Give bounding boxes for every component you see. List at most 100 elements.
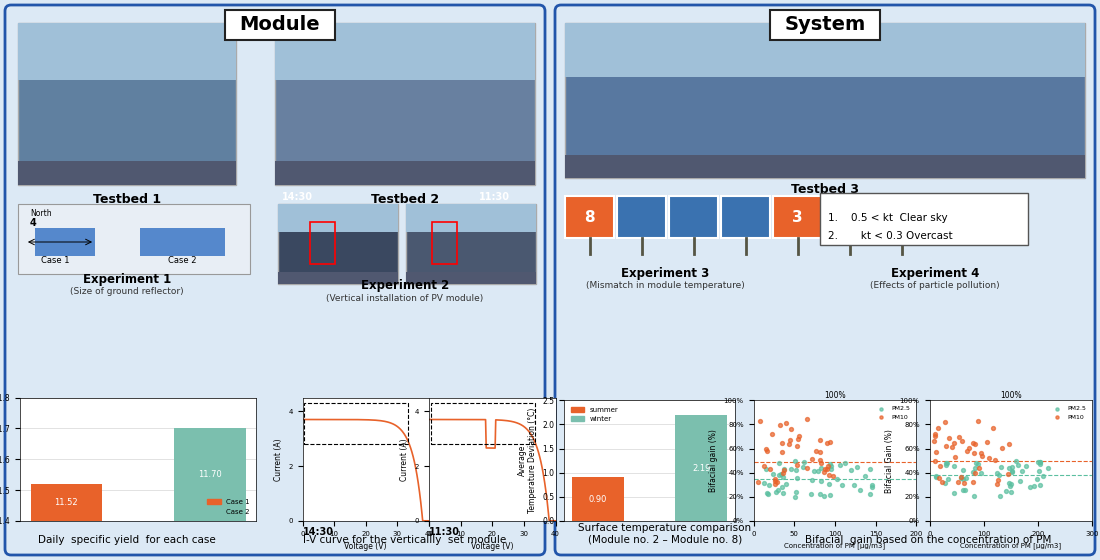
PM10	[773, 447, 791, 456]
PM10	[773, 438, 791, 447]
PM2.5	[823, 464, 840, 473]
PM10	[953, 436, 970, 445]
PM10	[937, 441, 955, 450]
X-axis label: Voltage (V): Voltage (V)	[344, 542, 387, 551]
PM10	[958, 447, 976, 456]
PM10	[984, 423, 1002, 432]
PM2.5	[760, 480, 778, 489]
PM10	[798, 415, 815, 424]
PM10	[815, 468, 833, 477]
PM10	[934, 477, 952, 486]
Text: 4: 4	[30, 218, 36, 228]
Text: (Size of ground reflector): (Size of ground reflector)	[70, 287, 184, 296]
PM2.5	[822, 491, 839, 500]
Text: 11:30: 11:30	[478, 192, 510, 202]
PM2.5	[1003, 467, 1021, 476]
Bar	[18, 161, 236, 185]
PM2.5	[990, 470, 1008, 479]
PM10	[931, 461, 948, 470]
PM2.5	[955, 474, 972, 483]
Legend: PM2.5, PM10: PM2.5, PM10	[872, 404, 913, 422]
PM2.5	[864, 482, 881, 491]
Text: Bifacial  gain based on the concentration of PM: Bifacial gain based on the concentration…	[805, 535, 1052, 545]
PM10	[993, 444, 1011, 453]
PM2.5	[789, 473, 806, 482]
PM2.5	[964, 467, 981, 476]
PM2.5	[788, 466, 805, 475]
Bar	[275, 23, 535, 80]
Bar	[278, 204, 398, 232]
Bar	[278, 272, 398, 284]
PM2.5	[845, 480, 862, 489]
Text: 11:30: 11:30	[429, 527, 460, 537]
PM10	[980, 454, 998, 463]
Y-axis label: Current (A): Current (A)	[274, 438, 283, 480]
PM10	[807, 447, 825, 456]
PM10	[781, 440, 799, 449]
Text: Experiment 3: Experiment 3	[620, 267, 710, 279]
PM10	[767, 474, 784, 483]
PM2.5	[1031, 458, 1048, 466]
Text: 3: 3	[792, 209, 803, 225]
PM10	[940, 433, 958, 442]
Bar	[572, 478, 624, 521]
Text: 14:30: 14:30	[282, 192, 314, 202]
PM2.5	[759, 489, 777, 498]
PM2.5	[1013, 467, 1031, 476]
PM10	[999, 469, 1016, 478]
PM10	[789, 441, 806, 450]
PM10	[926, 430, 944, 439]
PM2.5	[1031, 458, 1048, 466]
PM10	[811, 456, 828, 465]
PM2.5	[1009, 460, 1026, 469]
PM2.5	[1040, 464, 1057, 473]
PM10	[974, 451, 991, 460]
PM2.5	[937, 461, 955, 470]
PM2.5	[802, 489, 820, 498]
PM2.5	[756, 478, 773, 487]
PM2.5	[969, 459, 987, 468]
Bar	[31, 484, 102, 560]
PM10	[1000, 440, 1018, 449]
Bar	[18, 204, 250, 274]
PM10	[965, 449, 982, 458]
PM2.5	[1003, 463, 1021, 472]
PM2.5	[1031, 481, 1048, 490]
PM2.5	[794, 463, 812, 472]
PM10	[822, 437, 839, 446]
PM10	[926, 456, 944, 465]
PM2.5	[1002, 479, 1020, 488]
Title: 100%: 100%	[1000, 391, 1022, 400]
PM2.5	[1000, 464, 1018, 473]
PM10	[782, 425, 800, 434]
PM2.5	[857, 472, 874, 481]
PM10	[925, 437, 943, 446]
Text: 2: 2	[844, 209, 855, 225]
PM10	[751, 417, 769, 426]
PM10	[966, 440, 983, 449]
Text: (Mismatch in module temperature): (Mismatch in module temperature)	[585, 281, 745, 290]
PM10	[945, 438, 962, 447]
PM2.5	[997, 486, 1014, 495]
Text: 1.    0.5 < kt  Clear sky: 1. 0.5 < kt Clear sky	[828, 213, 947, 223]
Bar	[617, 196, 666, 238]
Text: Testbed 2: Testbed 2	[371, 193, 439, 206]
PM10	[757, 445, 774, 454]
Text: 8: 8	[584, 209, 595, 225]
PM10	[821, 470, 838, 479]
X-axis label: Concentration of PM [μg/m3]: Concentration of PM [μg/m3]	[960, 542, 1062, 549]
PM10	[766, 479, 783, 488]
PM2.5	[815, 491, 833, 500]
Text: 11.52: 11.52	[55, 498, 78, 507]
Y-axis label: Bifacial gain (%): Bifacial gain (%)	[710, 429, 718, 492]
PM2.5	[1018, 461, 1035, 470]
PM2.5	[758, 488, 776, 497]
Legend: Case 1, Case 2: Case 1, Case 2	[205, 496, 253, 517]
PM10	[972, 449, 990, 458]
PM10	[956, 478, 974, 487]
PM10	[761, 464, 779, 473]
Bar	[18, 23, 236, 185]
PM2.5	[843, 466, 860, 475]
Text: System: System	[784, 16, 866, 35]
PM2.5	[772, 470, 790, 479]
